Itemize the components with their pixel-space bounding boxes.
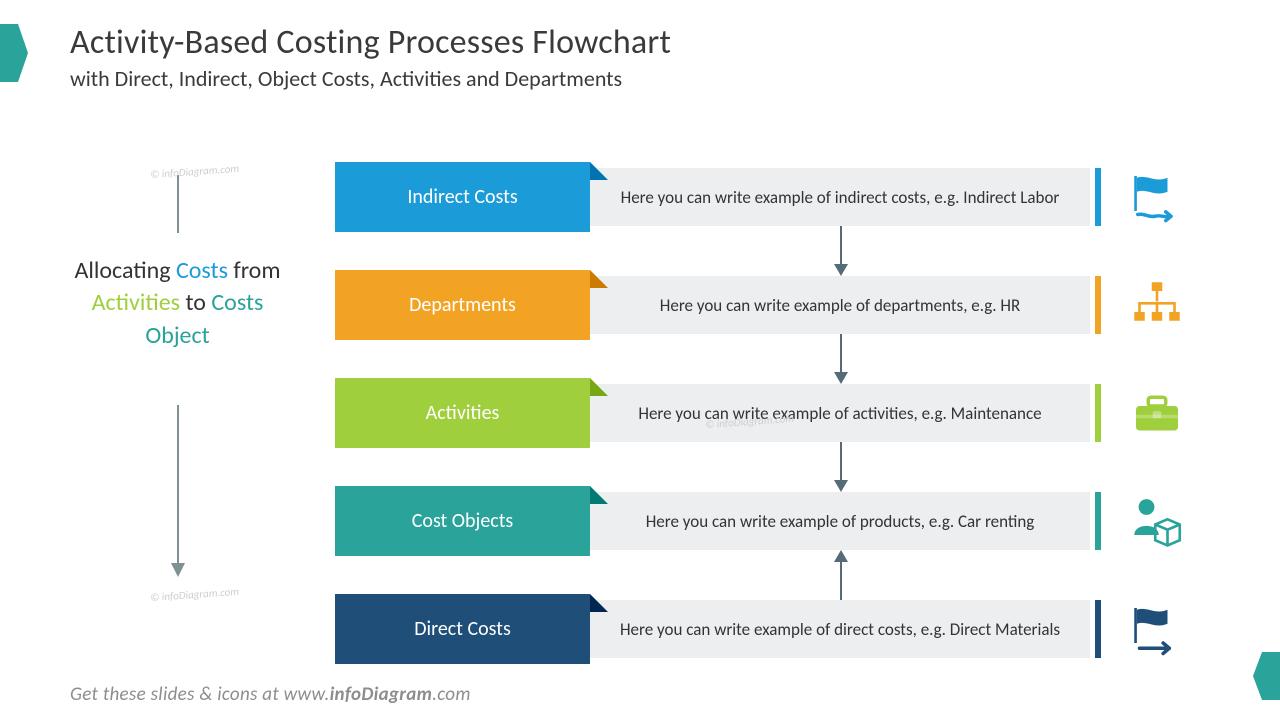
flow-connector-head — [834, 372, 848, 384]
left-divider-bottom — [177, 405, 179, 565]
flow-row-2: Activities Here you can write example of… — [335, 378, 1205, 448]
rows-container: Indirect Costs Here you can write exampl… — [335, 162, 1205, 702]
left-caption-p1: Allocating — [74, 256, 175, 285]
row-accent — [1095, 276, 1101, 334]
row-desc: Here you can write example of products, … — [590, 492, 1090, 550]
row-label: Activities — [335, 378, 590, 448]
row-fold — [590, 378, 608, 396]
flag-wave-icon — [1125, 168, 1189, 226]
left-caption-p5: to — [180, 288, 211, 317]
flow-row-0: Indirect Costs Here you can write exampl… — [335, 162, 1205, 232]
row-label: Direct Costs — [335, 594, 590, 664]
row-accent — [1095, 600, 1101, 658]
left-arrowhead — [171, 563, 185, 577]
row-fold — [590, 594, 608, 612]
left-divider-top — [177, 175, 179, 233]
row-accent — [1095, 492, 1101, 550]
left-caption-activities: Activities — [92, 288, 180, 317]
row-desc: Here you can write example of indirect c… — [590, 168, 1090, 226]
row-fold — [590, 270, 608, 288]
row-label: Indirect Costs — [335, 162, 590, 232]
left-caption-costs: Costs — [176, 256, 228, 285]
slide: Activity-Based Costing Processes Flowcha… — [0, 0, 1280, 720]
page-subtitle: with Direct, Indirect, Object Costs, Act… — [70, 65, 671, 92]
left-caption: Allocating Costs from Activities to Cost… — [70, 255, 285, 352]
flow-connector — [840, 334, 842, 372]
footer-post: .com — [432, 683, 471, 706]
row-label: Departments — [335, 270, 590, 340]
edge-accent-left — [0, 24, 18, 82]
flow-connector-head — [834, 550, 848, 562]
row-desc: Here you can write example of direct cos… — [590, 600, 1090, 658]
row-label: Cost Objects — [335, 486, 590, 556]
flag-arrow-icon — [1125, 600, 1189, 658]
flow-row-3: Cost Objects Here you can write example … — [335, 486, 1205, 556]
toolbox-icon — [1125, 384, 1189, 442]
flow-row-1: Departments Here you can write example o… — [335, 270, 1205, 340]
row-fold — [590, 162, 608, 180]
flow-connector-head — [834, 480, 848, 492]
flow-row-4: Direct Costs Here you can write example … — [335, 594, 1205, 664]
row-accent — [1095, 384, 1101, 442]
flow-connector-head — [834, 264, 848, 276]
person-box-icon — [1125, 492, 1189, 550]
row-desc: Here you can write example of activities… — [590, 384, 1090, 442]
row-fold — [590, 486, 608, 504]
flow-connector — [840, 442, 842, 480]
flow-connector — [840, 226, 842, 264]
row-desc: Here you can write example of department… — [590, 276, 1090, 334]
row-accent — [1095, 168, 1101, 226]
page-title: Activity-Based Costing Processes Flowcha… — [70, 22, 671, 63]
title-block: Activity-Based Costing Processes Flowcha… — [70, 22, 671, 92]
footer-bold: infoDiagram — [330, 683, 433, 706]
left-caption-p3: from — [228, 256, 281, 285]
org-chart-icon — [1125, 276, 1189, 334]
footer-pre: Get these slides & icons at www. — [70, 683, 330, 706]
flow-connector — [840, 562, 842, 600]
edge-accent-right — [1262, 652, 1280, 700]
left-caption-block: Allocating Costs from Activities to Cost… — [70, 175, 285, 595]
footer-credit: Get these slides & icons at www.infoDiag… — [70, 683, 471, 706]
